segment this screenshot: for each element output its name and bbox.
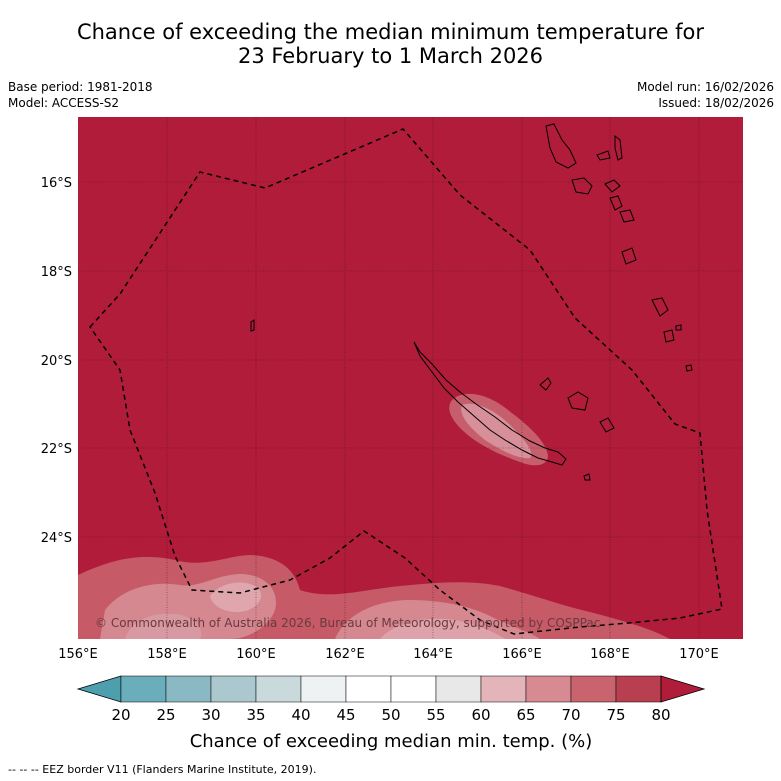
colorbar-tick-label: 50 xyxy=(381,706,400,724)
lat-label-18: 18°S xyxy=(41,265,72,280)
colorbar-segment xyxy=(615,675,662,703)
eez-border xyxy=(89,128,723,635)
small-island-1 xyxy=(250,319,255,332)
vanuatu-epi xyxy=(609,195,623,211)
lat-label-16: 16°S xyxy=(41,176,72,191)
lon-label-168: 168°E xyxy=(590,647,630,662)
colorbar-segment xyxy=(480,675,527,703)
title-line-1: Chance of exceeding the median minimum t… xyxy=(76,20,705,44)
model-name: Model: ACCESS-S2 xyxy=(8,96,120,110)
colorbar-tick-label: 45 xyxy=(336,706,355,724)
lon-label-156: 156°E xyxy=(58,647,98,662)
colorbar-extend-low xyxy=(76,675,122,703)
colorbar-tick-label: 60 xyxy=(471,706,490,724)
shading-60-south-west xyxy=(210,582,262,613)
shading-60-south-east xyxy=(380,618,505,639)
colorbar-segment xyxy=(165,675,212,703)
model-run: Model run: 16/02/2026 xyxy=(636,80,774,94)
lon-label-162: 162°E xyxy=(325,647,365,662)
credit-text: © Commonwealth of Australia 2026, Bureau… xyxy=(95,616,600,630)
lon-label-160: 160°E xyxy=(236,647,276,662)
colorbar-segment xyxy=(435,675,482,703)
colorbar-segment xyxy=(570,675,617,703)
loyalty-island-2 xyxy=(567,391,589,411)
lon-label-158: 158°E xyxy=(147,647,187,662)
vanuatu-efate xyxy=(619,209,635,223)
vanuatu-erromango xyxy=(621,247,637,265)
base-period: Base period: 1981-2018 xyxy=(8,80,153,94)
lat-label-20: 20°S xyxy=(41,354,72,369)
lat-labels: 16°S 18°S 20°S 22°S 24°S xyxy=(41,176,72,546)
issued-date: Issued: 18/02/2026 xyxy=(658,96,774,110)
loyalty-island-3 xyxy=(599,417,615,433)
colorbar-tick-label: 65 xyxy=(516,706,535,724)
colorbar-extend-high xyxy=(660,675,706,703)
vanuatu-tanna xyxy=(651,297,669,317)
colorbar-segment xyxy=(210,675,257,703)
colorbar-tick-label: 80 xyxy=(651,706,670,724)
colorbar-segment xyxy=(525,675,572,703)
colorbar-segment xyxy=(120,675,167,703)
vanuatu-ambrym xyxy=(604,179,621,193)
colorbar-segment xyxy=(345,675,392,703)
shading-60-south-west-2 xyxy=(125,613,202,639)
lon-label-166: 166°E xyxy=(502,647,542,662)
colorbar-segment xyxy=(300,675,347,703)
colorbar-tick-label: 55 xyxy=(426,706,445,724)
small-island-3 xyxy=(675,324,682,331)
vanuatu-malekula xyxy=(571,177,593,195)
lon-label-170: 170°E xyxy=(679,647,719,662)
colorbar-tick-label: 20 xyxy=(111,706,130,724)
colorbar-title: Chance of exceeding median min. temp. (%… xyxy=(190,731,593,752)
eez-legend-note: -- -- -- EEZ border V11 (Flanders Marine… xyxy=(8,763,317,776)
colorbar-tick-label: 70 xyxy=(561,706,580,724)
lon-labels: 156°E 158°E 160°E 162°E 164°E 166°E 168°… xyxy=(58,647,719,662)
colorbar-tick-label: 40 xyxy=(291,706,310,724)
colorbar-tick-label: 75 xyxy=(606,706,625,724)
islands xyxy=(250,123,693,481)
vanuatu-ambae xyxy=(596,150,611,161)
new-caledonia-island xyxy=(413,341,567,466)
colorbar-segment xyxy=(390,675,437,703)
isle-of-pines xyxy=(583,473,591,481)
vanuatu-espiritu-santo xyxy=(545,123,577,169)
colorbar-tick-labels: 20 25 30 35 40 45 50 55 60 65 70 75 80 xyxy=(111,706,670,724)
colorbar-tick-label: 35 xyxy=(246,706,265,724)
colorbar-segment xyxy=(255,675,302,703)
small-island-2 xyxy=(685,364,693,372)
vanuatu-aneityum xyxy=(663,329,675,343)
graticule xyxy=(78,117,743,639)
lon-label-164: 164°E xyxy=(413,647,453,662)
colorbar-tick-label: 25 xyxy=(156,706,175,724)
title-line-2: 23 February to 1 March 2026 xyxy=(237,44,544,68)
map-background xyxy=(78,117,743,639)
lat-label-22: 22°S xyxy=(41,442,72,457)
map-area: © Commonwealth of Australia 2026, Bureau… xyxy=(78,117,743,639)
colorbar-tick-label: 30 xyxy=(201,706,220,724)
vanuatu-pentecost xyxy=(614,134,623,161)
colorbar xyxy=(76,675,706,703)
lat-label-24: 24°S xyxy=(41,531,72,546)
loyalty-island-1 xyxy=(539,377,552,391)
